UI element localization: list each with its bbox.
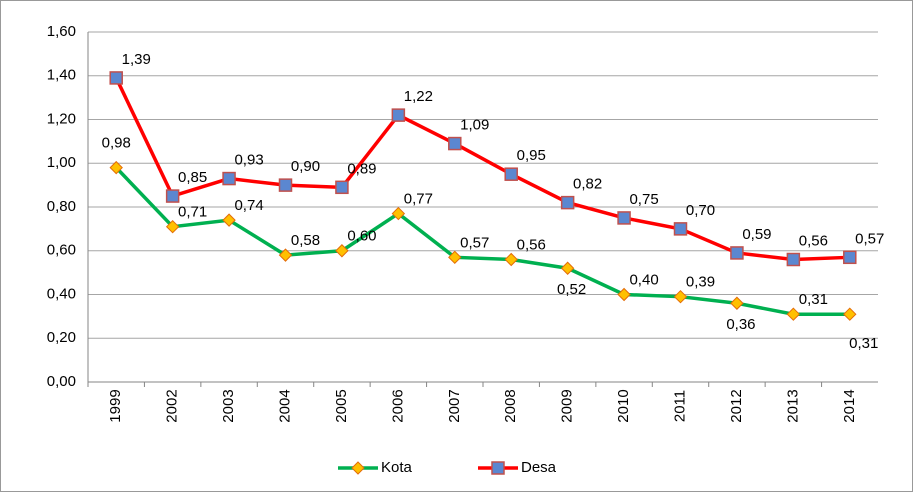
point xyxy=(730,296,744,310)
point xyxy=(391,108,406,122)
point xyxy=(560,261,575,275)
point xyxy=(335,180,349,195)
y-tick-label: 0,60 xyxy=(47,242,76,259)
y-tick-label: 0,00 xyxy=(47,373,76,390)
x-tick-label: 2014 xyxy=(841,389,858,422)
point xyxy=(843,307,857,321)
series-line xyxy=(114,77,850,262)
data-label: 0,57 xyxy=(460,234,489,251)
point xyxy=(335,244,349,258)
data-label: 0,95 xyxy=(517,147,546,164)
point xyxy=(617,211,631,225)
data-label: 1,22 xyxy=(404,88,433,105)
data-label: 0,56 xyxy=(517,236,546,253)
point xyxy=(843,250,857,265)
data-label: 0,89 xyxy=(347,160,376,177)
x-tick-label: 2003 xyxy=(220,389,237,422)
data-label: 1,39 xyxy=(122,51,151,68)
data-label: 0,59 xyxy=(742,226,771,243)
point xyxy=(222,213,236,227)
data-label: 0,36 xyxy=(726,316,755,333)
y-tick-label: 1,00 xyxy=(47,154,76,171)
point xyxy=(786,252,801,267)
data-label: 0,58 xyxy=(291,232,320,249)
point xyxy=(786,307,801,321)
x-tick-label: 2004 xyxy=(276,389,293,422)
point xyxy=(448,250,462,265)
point xyxy=(560,195,575,210)
point xyxy=(673,222,688,236)
point xyxy=(109,160,123,175)
data-label: 0,82 xyxy=(573,176,602,193)
point xyxy=(278,178,293,192)
data-label: 0,98 xyxy=(102,135,131,152)
x-tick-label: 2002 xyxy=(164,389,181,422)
x-tick-label: 2008 xyxy=(502,389,519,422)
y-tick-label: 1,20 xyxy=(47,110,76,127)
data-label: 0,31 xyxy=(799,291,828,308)
y-tick-label: 1,40 xyxy=(47,67,76,84)
data-label: 0,75 xyxy=(629,191,658,208)
point xyxy=(448,136,462,151)
data-label: 0,74 xyxy=(234,197,263,214)
point xyxy=(391,206,406,221)
point xyxy=(504,252,518,267)
point xyxy=(165,219,180,234)
point xyxy=(278,248,293,262)
data-label: 0,77 xyxy=(404,191,433,208)
x-tick-label: 2009 xyxy=(559,389,576,422)
data-label: 0,52 xyxy=(557,281,586,298)
x-tick-label: 1999 xyxy=(107,389,124,422)
point xyxy=(165,189,180,203)
data-label: 0,90 xyxy=(291,158,320,175)
data-label: 0,56 xyxy=(799,232,828,249)
y-tick-label: 0,80 xyxy=(47,198,76,215)
y-tick-label: 0,20 xyxy=(47,329,76,346)
point xyxy=(617,287,631,302)
data-label: 0,31 xyxy=(849,335,878,352)
point xyxy=(222,171,236,186)
data-label: 0,39 xyxy=(686,274,715,291)
series-line xyxy=(114,166,850,316)
legend-label: Kota xyxy=(381,459,413,476)
x-tick-label: 2013 xyxy=(784,389,801,422)
x-tick-label: 2006 xyxy=(389,389,406,422)
x-tick-label: 2011 xyxy=(671,390,688,422)
legend-marker xyxy=(491,461,505,475)
point xyxy=(109,71,123,85)
data-label: 0,57 xyxy=(855,230,884,247)
y-tick-label: 0,40 xyxy=(47,285,76,302)
data-label: 0,93 xyxy=(234,152,263,169)
x-tick-label: 2010 xyxy=(615,389,632,422)
data-label: 0,40 xyxy=(629,271,658,288)
x-tick-label: 2005 xyxy=(333,389,350,422)
data-label: 0,71 xyxy=(178,204,207,221)
x-tick-label: 2012 xyxy=(728,389,745,422)
point xyxy=(673,289,688,304)
data-label: 0,60 xyxy=(347,228,376,245)
point xyxy=(504,167,518,181)
data-label: 0,70 xyxy=(686,202,715,219)
data-label: 0,85 xyxy=(178,169,207,186)
x-tick-label: 2007 xyxy=(446,389,463,422)
legend-marker xyxy=(351,461,365,475)
legend-label: Desa xyxy=(521,459,557,476)
data-label: 1,09 xyxy=(460,117,489,134)
y-tick-label: 1,60 xyxy=(47,23,76,40)
point xyxy=(730,246,744,260)
